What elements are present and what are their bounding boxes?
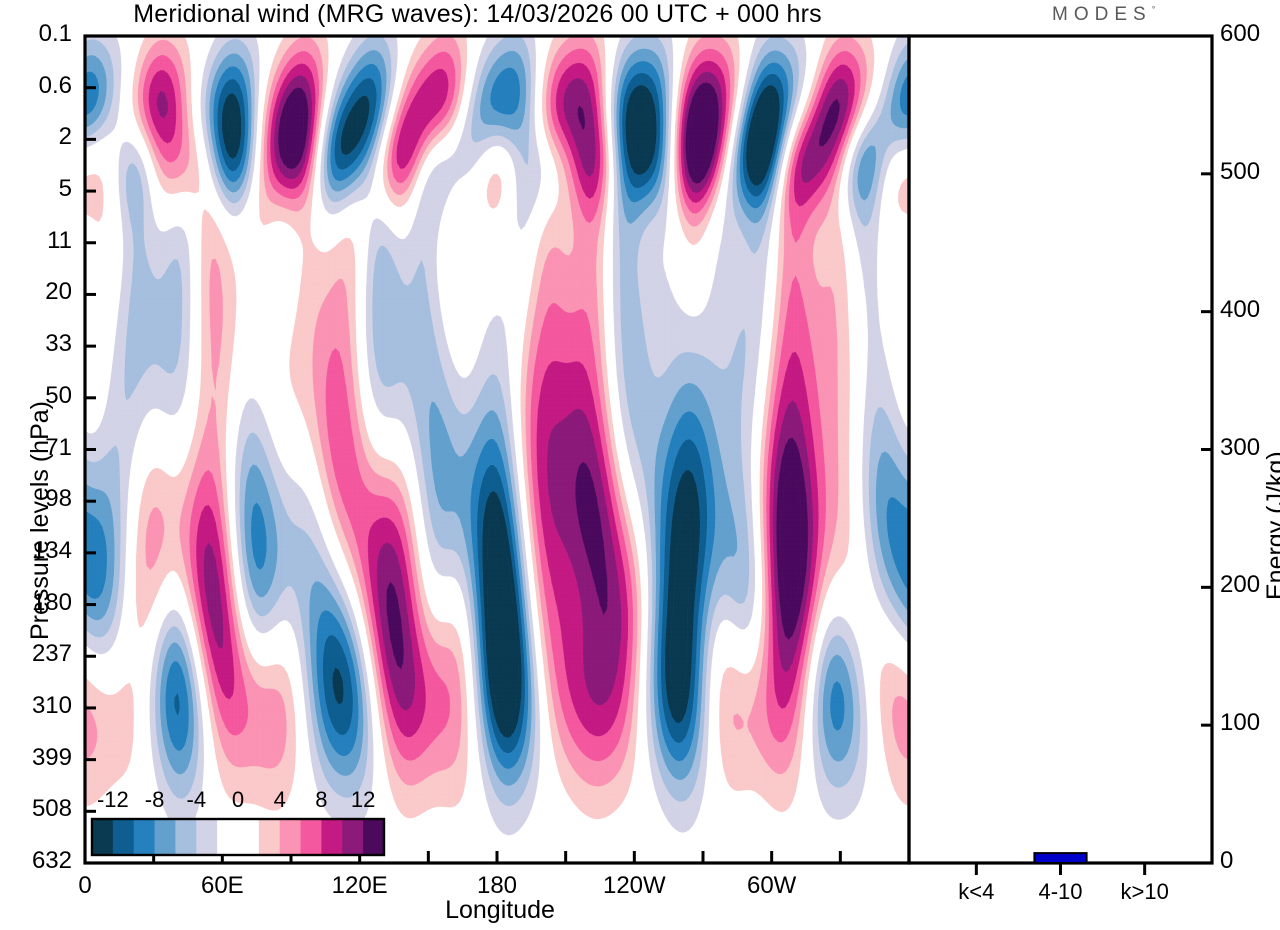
y-tick-label: 50 — [45, 381, 72, 409]
colorbar-tick-label: 12 — [350, 787, 376, 812]
colorbar-tick-label: -8 — [144, 787, 165, 812]
y-tick-label: 0.6 — [38, 71, 72, 99]
energy-tick-label: 200 — [1220, 571, 1261, 599]
x-tick-label: 60E — [200, 872, 244, 899]
energy-tick-label: 400 — [1220, 295, 1261, 323]
colorbar-tick-label: 4 — [273, 787, 286, 812]
energy-category-label: k>10 — [1120, 879, 1169, 904]
colorbar-tick-label: 8 — [315, 787, 328, 812]
y-tick-label: 180 — [31, 588, 72, 616]
x-axis-title: Longitude — [445, 896, 555, 924]
energy-tick-label: 100 — [1220, 709, 1261, 737]
y-tick-label: 632 — [31, 847, 72, 874]
y-tick-label: 310 — [31, 691, 72, 719]
modes-logo-text: MODES — [1052, 4, 1152, 25]
page-title: Meridional wind (MRG waves): 14/03/2026 … — [133, 0, 822, 28]
y-tick-label: 33 — [45, 330, 72, 358]
energy-bar — [1033, 852, 1088, 865]
y-tick-label: 71 — [45, 433, 72, 461]
y-tick-label: 508 — [31, 795, 72, 823]
y-tick-label: 399 — [31, 743, 72, 771]
y-tick-label: 134 — [31, 536, 72, 564]
energy-tick-label: 300 — [1220, 433, 1261, 461]
y-tick-label: 237 — [31, 640, 72, 668]
modes-logo: MODES° — [1052, 4, 1155, 26]
x-tick-label: 120W — [602, 872, 666, 899]
x-tick-label: 0 — [78, 872, 92, 899]
x-tick-label: 60W — [746, 872, 797, 899]
modes-logo-mark: ° — [1151, 4, 1156, 15]
colorbar-tick-label: -12 — [96, 787, 129, 812]
energy-tick-label: 0 — [1220, 847, 1234, 874]
energy-tick-label: 600 — [1220, 20, 1261, 47]
colorbar-tick-label: 0 — [231, 787, 245, 812]
y-tick-label: 0.1 — [38, 20, 72, 47]
y-tick-label: 5 — [58, 175, 72, 203]
x-tick-label: 180 — [476, 872, 518, 899]
energy-category-label: 4-10 — [1038, 879, 1083, 904]
colorbar-tick-label: -4 — [186, 787, 207, 812]
energy-category-label: k<4 — [958, 879, 995, 904]
y-tick-label: 11 — [47, 226, 72, 254]
y-tick-label: 2 — [58, 123, 72, 151]
y-tick-label: 98 — [45, 485, 72, 513]
x-tick-label: 120E — [331, 872, 388, 899]
y-tick-label: 20 — [45, 278, 72, 306]
energy-tick-label: 500 — [1220, 157, 1261, 185]
